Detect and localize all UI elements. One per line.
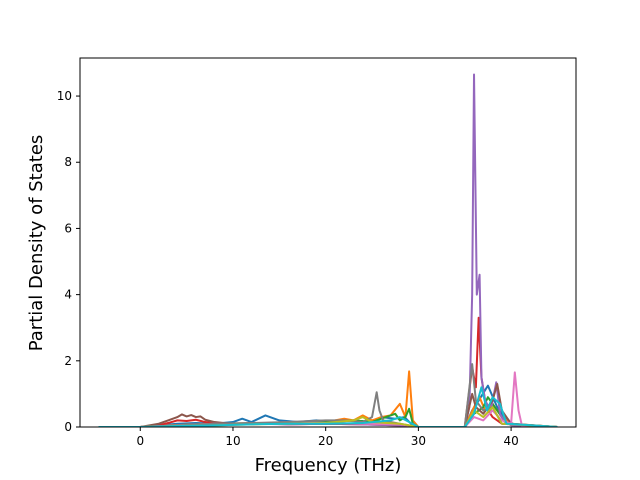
y-axis-ticks: 0 2 4 6 8 10: [57, 89, 80, 434]
y-tick-label: 0: [64, 420, 72, 434]
y-tick-label: 8: [64, 155, 72, 169]
y-tick-label: 10: [57, 89, 72, 103]
x-axis-label: Frequency (THz): [255, 455, 402, 476]
plot-frame: [79, 57, 577, 428]
pdos-series-10: [98, 386, 558, 427]
y-tick-label: 2: [64, 354, 72, 368]
series-layer: [98, 73, 558, 427]
x-tick-label: 40: [503, 434, 518, 448]
x-tick-label: 30: [411, 434, 426, 448]
x-tick-label: 20: [318, 434, 333, 448]
pdos-series-8: [98, 363, 558, 427]
y-axis-label: Partial Density of States: [26, 135, 47, 352]
x-tick-label: 10: [225, 434, 240, 448]
y-tick-label: 4: [64, 288, 72, 302]
x-tick-label: 0: [136, 434, 144, 448]
y-tick-label: 6: [64, 221, 72, 235]
pdos-series-5: [98, 73, 558, 427]
x-axis-ticks: 0 10 20 30 40: [136, 427, 519, 448]
